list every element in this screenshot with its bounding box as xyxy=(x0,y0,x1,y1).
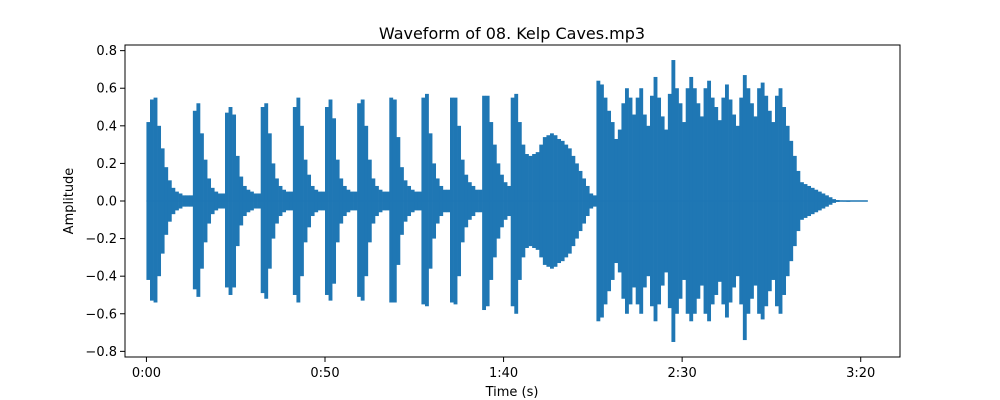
waveform-segment xyxy=(482,95,487,311)
y-tick-label: 0.2 xyxy=(96,157,117,172)
waveform-segment xyxy=(296,97,301,303)
y-tick-label: −0.4 xyxy=(85,270,117,285)
y-tick-label: −0.6 xyxy=(85,307,117,322)
waveform-segment xyxy=(389,97,394,303)
y-tick-label: −0.2 xyxy=(85,232,117,247)
x-tick-label: 1:40 xyxy=(489,366,518,381)
x-tick-label: 2:30 xyxy=(668,366,697,381)
waveform-segment xyxy=(360,99,365,301)
plot-area xyxy=(146,60,868,342)
waveform-segment xyxy=(425,93,429,307)
chart-title: Waveform of 08. Kelp Caves.mp3 xyxy=(379,24,645,43)
y-tick-label: −0.8 xyxy=(85,345,117,360)
waveform-segment xyxy=(514,93,519,314)
x-tick-label: 0:50 xyxy=(310,366,339,381)
waveform-segment xyxy=(510,97,515,307)
waveform-segment xyxy=(653,76,658,322)
waveform-segment xyxy=(225,112,229,288)
x-axis-label: Time (s) xyxy=(485,385,539,400)
waveform-segment xyxy=(450,97,454,303)
waveform-segment xyxy=(357,103,362,297)
y-tick-label: 0.6 xyxy=(96,82,117,97)
waveform-segment xyxy=(153,97,158,303)
y-tick-label: 0.4 xyxy=(96,119,117,134)
y-tick-label: 0.8 xyxy=(96,44,117,59)
x-tick-label: 0:00 xyxy=(132,366,161,381)
waveform-segment xyxy=(689,76,694,322)
x-tick-label: 3:20 xyxy=(846,366,875,381)
waveform-segment xyxy=(260,107,265,294)
y-axis-label: Amplitude xyxy=(62,168,77,235)
waveform-segment xyxy=(150,99,154,301)
y-tick-label: 0.0 xyxy=(96,195,117,210)
waveform-segment xyxy=(328,99,333,301)
waveform-segment xyxy=(192,110,197,290)
waveform-segment xyxy=(742,75,747,341)
waveform-series-0 xyxy=(146,60,868,342)
y-axis: 0.8 0.6 0.4 0.2 0.0 −0.2 −0.4 −0.6 −0.8 xyxy=(85,44,125,360)
waveform-segment xyxy=(196,103,201,297)
x-axis: 0:00 0:50 1:40 2:30 3:20 xyxy=(132,357,875,381)
